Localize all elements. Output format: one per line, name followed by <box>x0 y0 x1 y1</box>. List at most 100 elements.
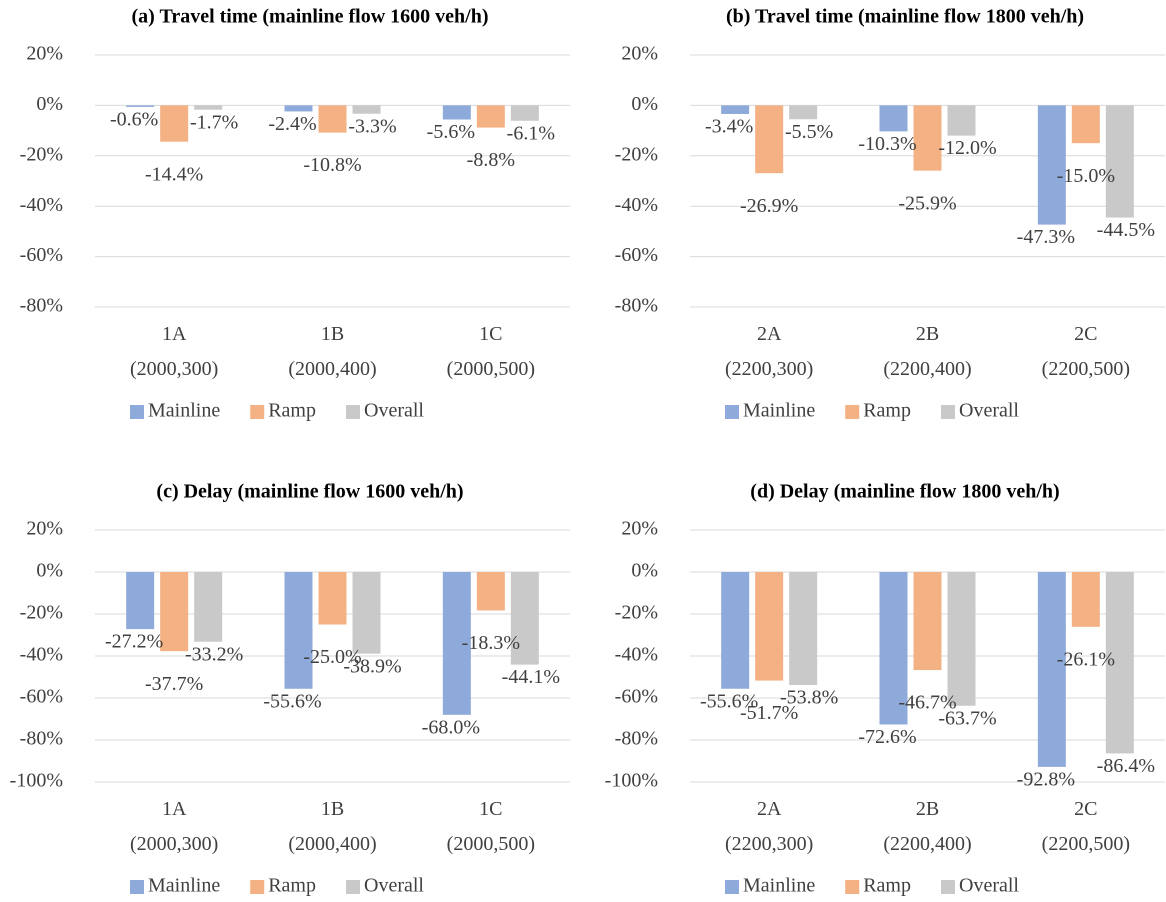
bar <box>442 572 471 715</box>
x-tick-label: 2C (2200,500) <box>1042 798 1130 855</box>
data-label: -53.8% <box>780 687 838 709</box>
y-tick-label: -40% <box>615 644 658 666</box>
bar <box>947 105 976 136</box>
bar <box>1037 105 1066 225</box>
data-label: -2.4% <box>268 113 316 135</box>
legend-swatch <box>346 880 360 894</box>
legend-swatch <box>250 405 265 419</box>
data-label: -46.7% <box>898 692 956 714</box>
bar <box>284 105 313 112</box>
legend-label: Overall <box>364 400 424 422</box>
x-tick-label: 1B (2000,400) <box>288 323 376 380</box>
bar <box>352 105 381 114</box>
bar <box>510 105 539 121</box>
data-label: -86.4% <box>1097 755 1155 777</box>
bar <box>442 105 471 120</box>
legend-label: Ramp <box>863 875 911 897</box>
y-tick-label: -80% <box>615 728 658 750</box>
data-label: -14.4% <box>145 163 203 185</box>
bar <box>947 572 976 706</box>
bar <box>721 572 750 689</box>
bar <box>789 572 818 685</box>
legend-swatch <box>941 405 955 419</box>
data-label: -8.8% <box>467 149 515 171</box>
y-tick-label: 20% <box>621 518 658 540</box>
bar <box>721 105 750 114</box>
legend-swatch <box>130 880 144 894</box>
data-label: -10.3% <box>858 133 916 155</box>
data-label: -15.0% <box>1057 165 1115 187</box>
chart-title: (d) Delay (mainline flow 1800 veh/h) <box>750 481 1059 503</box>
y-tick-label: -20% <box>20 143 63 165</box>
data-label: -18.3% <box>462 632 520 654</box>
x-tick-label: 2A (2200,300) <box>725 323 813 380</box>
data-label: -1.7% <box>190 111 238 133</box>
data-label: -63.7% <box>938 707 996 729</box>
y-tick-label: -100% <box>10 770 63 792</box>
legend-swatch <box>941 880 955 894</box>
y-tick-label: -40% <box>20 194 63 216</box>
data-label: -37.7% <box>145 673 203 695</box>
data-label: -25.0% <box>303 646 361 668</box>
bar <box>352 572 381 654</box>
x-tick-label: 2B (2200,400) <box>883 798 971 855</box>
bar <box>1071 105 1100 144</box>
data-label: -27.2% <box>105 631 163 653</box>
x-tick-label: 2A (2200,300) <box>725 798 813 855</box>
y-tick-label: -40% <box>615 194 658 216</box>
bar <box>194 572 223 642</box>
data-label: -0.6% <box>110 109 158 131</box>
x-tick-label: 2C (2200,500) <box>1042 323 1130 380</box>
data-label: -55.6% <box>700 690 758 712</box>
bar <box>160 105 189 142</box>
y-tick-label: 20% <box>26 518 63 540</box>
y-tick-label: 0% <box>36 93 63 115</box>
data-label: -33.2% <box>185 643 243 665</box>
bar <box>913 572 942 671</box>
x-tick-label: 1A (2000,300) <box>130 798 218 855</box>
y-tick-label: -20% <box>20 602 63 624</box>
data-label: -26.1% <box>1057 648 1115 670</box>
y-tick-label: 20% <box>621 43 658 65</box>
y-tick-label: -60% <box>615 244 658 266</box>
legend-label: Overall <box>959 875 1019 897</box>
y-tick-label: 0% <box>631 560 658 582</box>
bar <box>755 105 784 174</box>
y-tick-label: -20% <box>615 602 658 624</box>
bar <box>284 572 313 689</box>
bar <box>1037 572 1066 767</box>
legend-swatch <box>250 880 265 894</box>
bar <box>160 572 189 652</box>
y-tick-label: 20% <box>26 43 63 65</box>
data-label: -25.9% <box>898 192 956 214</box>
bar <box>1105 105 1134 218</box>
data-label: -3.3% <box>348 115 396 137</box>
data-label: -68.0% <box>422 716 480 738</box>
y-tick-label: 0% <box>631 93 658 115</box>
data-label: -72.6% <box>858 726 916 748</box>
legend-label: Mainline <box>148 400 220 422</box>
legend-label: Mainline <box>148 875 220 897</box>
data-label: -92.8% <box>1017 768 1075 790</box>
bar <box>879 572 908 725</box>
y-tick-label: -80% <box>20 295 63 317</box>
y-tick-label: -20% <box>615 143 658 165</box>
legend-label: Mainline <box>743 400 815 422</box>
bar <box>318 105 347 133</box>
legend-swatch <box>845 880 860 894</box>
data-label: -47.3% <box>1017 226 1075 248</box>
legend-label: Overall <box>959 400 1019 422</box>
bar <box>510 572 539 665</box>
x-tick-label: 1B (2000,400) <box>288 798 376 855</box>
x-tick-label: 1A (2000,300) <box>130 323 218 380</box>
x-tick-label: 2B (2200,400) <box>883 323 971 380</box>
bar <box>126 572 155 630</box>
bar <box>194 105 223 110</box>
legend-label: Mainline <box>743 875 815 897</box>
legend-label: Ramp <box>863 400 911 422</box>
y-tick-label: -80% <box>615 295 658 317</box>
data-label: -5.5% <box>785 121 833 143</box>
y-tick-label: -60% <box>615 686 658 708</box>
data-label: -51.7% <box>740 702 798 724</box>
